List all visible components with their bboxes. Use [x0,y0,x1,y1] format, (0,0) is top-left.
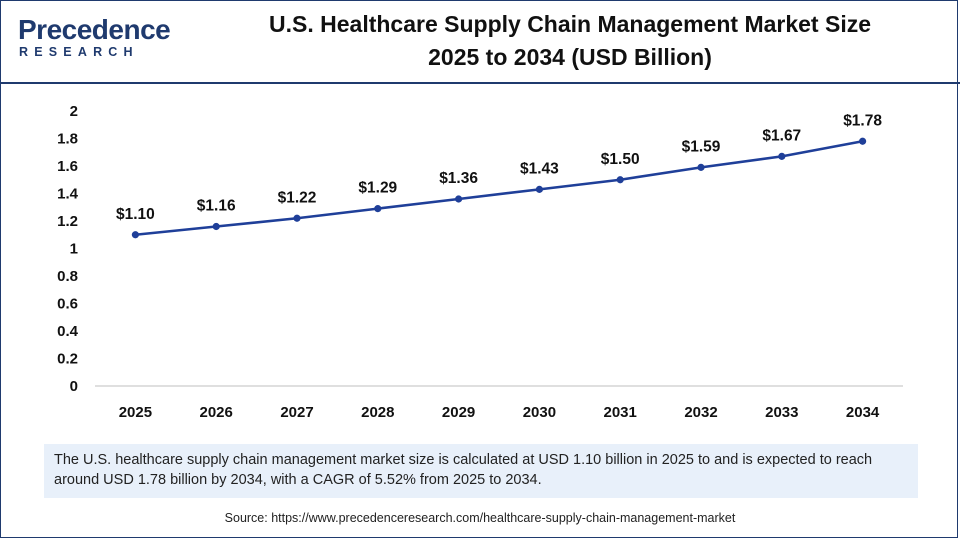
x-tick-label: 2032 [684,404,717,421]
x-tick-label: 2025 [119,404,152,421]
y-tick-label: 1.8 [57,131,78,148]
x-tick-label: 2028 [361,404,394,421]
data-label: $1.22 [278,189,317,206]
data-point [616,176,624,184]
data-label: $1.16 [197,198,236,215]
line-chart: 0 0.2 0.4 0.6 0.8 1 1.2 1.4 1.6 1.8 2 2025 2026 2027 2… [57,103,903,421]
y-tick-label: 0.8 [57,268,78,285]
data-point [535,185,544,193]
data-label: $1.10 [116,206,155,223]
y-tick-label: 2 [70,103,78,120]
y-tick-label: 1 [70,241,78,258]
x-tick-label: 2031 [604,404,637,421]
chart-title: U.S. Healthcare Supply Chain Management … [190,8,950,74]
y-tick-label: 0.4 [57,323,79,340]
data-point [778,152,786,160]
data-point [859,137,867,145]
data-label: $1.36 [439,170,478,187]
y-tick-label: 1.6 [57,158,78,175]
data-label: $1.43 [520,160,559,177]
data-label: $1.78 [843,112,882,129]
chart-title-line-1: U.S. Healthcare Supply Chain Management … [269,11,871,37]
data-point [131,231,139,239]
x-tick-label: 2026 [200,404,233,421]
data-label: $1.59 [682,138,721,155]
x-tick-label: 2034 [846,404,880,421]
y-tick-label: 1.4 [57,186,79,203]
y-tick-label: 0 [70,378,78,395]
data-point [212,222,220,231]
data-point [455,195,463,203]
data-label: $1.50 [601,151,640,168]
data-label: $1.29 [358,180,397,197]
data-label: $1.67 [762,127,801,144]
series-line [135,139,863,237]
source-citation: Source: https://www.precedenceresearch.c… [224,511,736,525]
chart-title-line-2: 2025 to 2034 (USD Billion) [428,44,712,70]
x-tick-label: 2027 [280,404,313,421]
header-rule [0,82,960,84]
data-point [697,163,705,171]
logo-subtext: RESEARCH [19,45,139,59]
summary-note: The U.S. healthcare supply chain managem… [44,444,918,498]
y-tick-label: 0.2 [57,351,78,368]
header: Precedence RESEARCH U.S. Healthcare Supp… [0,0,960,82]
x-tick-label: 2030 [523,404,556,421]
y-tick-label: 0.6 [57,296,78,313]
x-tick-label: 2033 [765,404,798,421]
data-point [293,214,301,222]
x-tick-label: 2029 [442,404,475,421]
brand-logo: Precedence RESEARCH [18,14,171,64]
data-point [374,205,382,213]
logo-wordmark: Precedence [18,14,171,45]
y-tick-label: 1.2 [57,213,78,230]
